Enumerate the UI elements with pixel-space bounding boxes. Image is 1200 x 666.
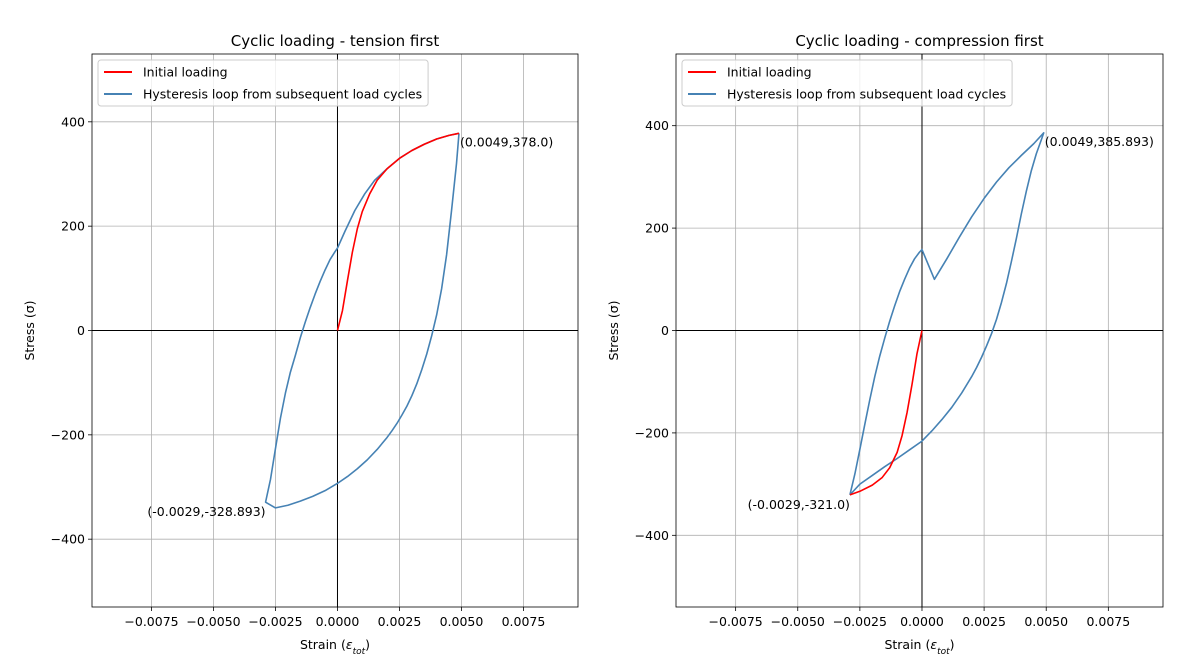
series-hysteresis-loop <box>849 132 1045 496</box>
legend-label-hysteresis-loop: Hysteresis loop from subsequent load cyc… <box>143 87 422 102</box>
x-tick-label: −0.0050 <box>186 614 240 629</box>
x-axis-label-close: ) <box>365 637 370 652</box>
series-group <box>849 132 1045 496</box>
chart-title: Cyclic loading - compression first <box>795 32 1043 50</box>
legend: Initial loading Hysteresis loop from sub… <box>97 59 429 107</box>
y-tick-label: 400 <box>61 114 85 129</box>
legend-box <box>97 59 429 107</box>
annotation-max-point: (0.0049,378.0) <box>460 134 553 149</box>
legend-box <box>681 59 1013 107</box>
ticks: −0.0075 −0.0050 −0.0025 0.0000 0.0025 0.0050 0… <box>51 114 546 629</box>
x-tick-label: 0.0050 <box>440 614 484 629</box>
annotation-min-point: (-0.0029,-328.893) <box>147 504 265 519</box>
x-axis-label: Strain (εtot) <box>884 637 954 657</box>
zero-axes <box>92 54 578 607</box>
x-tick-label: −0.0075 <box>124 614 178 629</box>
annotations: (0.0049,378.0) (-0.0029,-328.893) <box>147 134 553 519</box>
y-tick-label: −200 <box>51 427 85 442</box>
y-tick-label: −400 <box>635 528 669 543</box>
x-tick-label: −0.0025 <box>833 614 887 629</box>
y-axis-label: Stress (σ) <box>606 300 621 360</box>
x-tick-label: 0.0025 <box>378 614 422 629</box>
annotations: (0.0049,385.893) (-0.0029,-321.0) <box>748 134 1154 512</box>
x-axis-label-text: Strain ( <box>884 637 930 652</box>
annotation-min-point: (-0.0029,-321.0) <box>748 497 850 512</box>
ticks: −0.0075 −0.0050 −0.0025 0.0000 0.0025 0.0050 0… <box>635 118 1131 629</box>
x-tick-label: 0.0000 <box>316 614 360 629</box>
x-axis-label-close: ) <box>950 637 955 652</box>
y-tick-label: 200 <box>645 221 669 236</box>
series-group <box>264 132 460 509</box>
x-axis-label-subscript: tot <box>937 647 950 657</box>
x-tick-label: 0.0075 <box>1086 614 1130 629</box>
x-tick-label: −0.0050 <box>771 614 825 629</box>
y-tick-label: 0 <box>661 323 669 338</box>
x-axis-label-text: Strain ( <box>300 637 346 652</box>
x-axis-label-symbol: ε <box>346 637 353 652</box>
x-tick-label: 0.0050 <box>1024 614 1068 629</box>
y-tick-label: −200 <box>635 425 669 440</box>
x-axis-label: Strain (εtot) <box>300 637 370 657</box>
x-tick-label: 0.0075 <box>502 614 546 629</box>
zero-axes <box>676 54 1163 607</box>
series-initial-loading <box>849 330 923 496</box>
x-tick-label: 0.0000 <box>900 614 944 629</box>
annotation-max-point: (0.0049,385.893) <box>1045 134 1154 149</box>
x-axis-label-subscript: tot <box>353 647 366 657</box>
series-initial-loading <box>336 132 460 331</box>
x-tick-label: 0.0025 <box>962 614 1006 629</box>
chart-tension-first: (0.0049,378.0) (-0.0029,-328.893) −0.0075… <box>22 32 579 657</box>
y-axis-label: Stress (σ) <box>22 300 37 360</box>
legend: Initial loading Hysteresis loop from sub… <box>681 59 1013 107</box>
y-tick-label: −400 <box>51 532 85 547</box>
y-tick-label: 200 <box>61 219 85 234</box>
x-axis-label-symbol: ε <box>930 637 937 652</box>
chart-compression-first: (0.0049,385.893) (-0.0029,-321.0) −0.0075… <box>606 32 1164 657</box>
series-hysteresis-loop <box>264 132 460 509</box>
x-tick-label: −0.0025 <box>248 614 302 629</box>
chart-title: Cyclic loading - tension first <box>231 32 440 50</box>
legend-label-initial-loading: Initial loading <box>143 65 228 80</box>
x-tick-label: −0.0075 <box>709 614 763 629</box>
legend-label-initial-loading: Initial loading <box>727 65 812 80</box>
legend-label-hysteresis-loop: Hysteresis loop from subsequent load cyc… <box>727 87 1006 102</box>
y-tick-label: 400 <box>645 118 669 133</box>
y-tick-label: 0 <box>77 323 85 338</box>
